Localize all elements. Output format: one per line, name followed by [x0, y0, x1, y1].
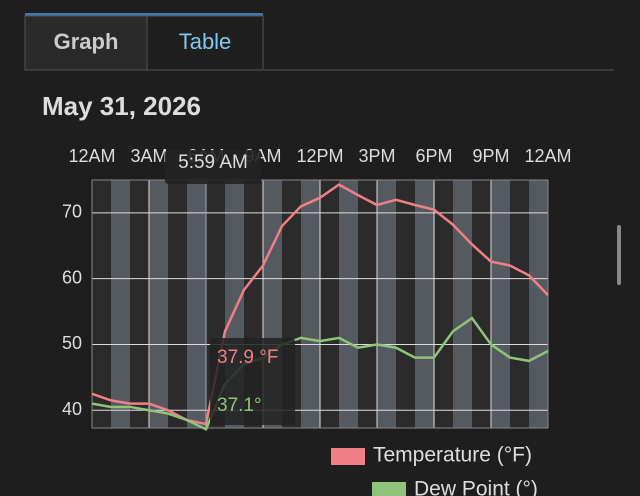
hour-band: [92, 180, 111, 428]
hour-band: [168, 180, 187, 428]
hour-band: [396, 180, 415, 428]
hour-band: [301, 180, 320, 428]
series-line: [91, 316, 549, 432]
x-tick-label: 12AM: [68, 146, 115, 166]
hour-band: [472, 180, 491, 428]
hour-band: [415, 180, 434, 428]
tooltip-box: [210, 338, 295, 425]
hour-band: [187, 180, 206, 428]
tooltip-time: 5:59 AM: [178, 152, 248, 173]
tooltip-value: 37.9 °F: [217, 347, 278, 368]
tooltip-value: 37.1°: [217, 395, 262, 416]
x-tick-label: 9PM: [472, 146, 509, 166]
hour-band: [339, 180, 358, 428]
hour-band: [529, 180, 548, 428]
y-tick-label: 50: [62, 333, 82, 353]
tab-table[interactable]: [146, 15, 264, 71]
tab-label[interactable]: Graph: [54, 29, 119, 54]
x-tick-label: 3AM: [130, 146, 167, 166]
hour-band: [510, 180, 529, 428]
tooltip-time-box: [165, 150, 261, 184]
hour-band: [149, 180, 168, 428]
hour-band: [130, 180, 149, 428]
y-tick-label: 70: [62, 202, 82, 222]
plot-border: [91, 179, 549, 429]
hour-band: [358, 180, 377, 428]
hour-band: [111, 180, 130, 428]
tab-indicator: [25, 13, 263, 16]
scrollbar: [617, 225, 621, 285]
legend-label: Temperature (°F): [373, 444, 532, 467]
x-tick-label: 12PM: [296, 146, 343, 166]
y-tick-label: 60: [62, 267, 82, 287]
legend-label: Dew Point (°): [414, 478, 538, 496]
hour-band: [491, 180, 510, 428]
hour-band: [320, 180, 339, 428]
hour-band: [453, 180, 472, 428]
legend-swatch: [331, 448, 365, 465]
x-tick-label: 3PM: [358, 146, 395, 166]
hour-band: [377, 180, 396, 428]
series-line: [91, 183, 549, 426]
date-title: May 31, 2026: [42, 91, 201, 121]
x-tick-label: 12AM: [524, 146, 571, 166]
hour-band: [434, 180, 453, 428]
tab-label[interactable]: Table: [179, 29, 232, 54]
x-tick-label: 6PM: [415, 146, 452, 166]
legend-swatch: [372, 482, 406, 496]
y-tick-label: 40: [62, 399, 82, 419]
